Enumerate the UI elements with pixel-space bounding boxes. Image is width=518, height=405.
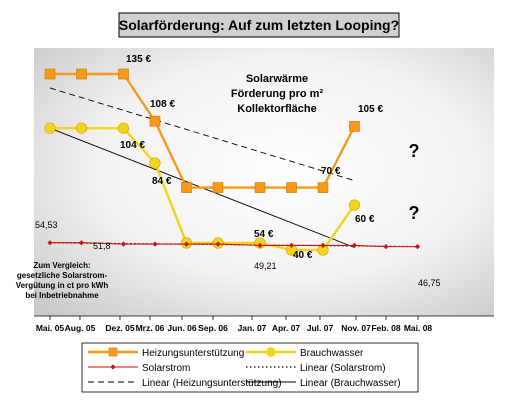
data-point-2-9	[351, 242, 358, 248]
data-point-0-8	[317, 182, 329, 193]
annotation-top-1: Förderung pro m²	[231, 88, 324, 100]
annotation-side-1: gesetzliche Solarstrom-	[17, 271, 108, 280]
annotation-top-0: Solarwärme	[246, 73, 308, 85]
data-point-1-0	[44, 122, 56, 134]
data-point-2-4	[183, 241, 190, 247]
data-label-3: 105 €	[358, 104, 383, 115]
legend-label-1: Brauchwasser	[300, 348, 364, 359]
data-point-2-8	[320, 242, 326, 248]
legend-label-4: Linear (Heizungsunterstützung)	[142, 378, 282, 389]
data-label-0: 135 €	[126, 54, 151, 65]
annotation-side-0: Zum Vergleich:	[33, 261, 90, 270]
data-point-1-3	[149, 157, 161, 169]
x-tick-label-7: Apr. 07	[272, 323, 301, 333]
data-label-11: 49,21	[254, 261, 277, 271]
x-tick-label-9: Nov. 07	[341, 323, 371, 333]
data-point-2-1	[78, 240, 85, 246]
data-point-0-5	[212, 182, 224, 193]
data-point-1-2	[117, 122, 130, 134]
data-label-8: 60 €	[355, 214, 375, 225]
x-tick-label-8: Jul. 07	[307, 323, 334, 333]
annotation-side-3: bei Inbetriebnahme	[25, 291, 99, 300]
data-point-2-5	[215, 241, 221, 247]
x-tick-label-2: Dez. 05	[105, 323, 135, 333]
x-tick-label-0: Mai. 05	[36, 323, 65, 333]
legend-swatch-0-marker	[108, 347, 118, 357]
plot-background	[34, 48, 494, 316]
x-tick-label-11: Mai. 08	[404, 323, 433, 333]
data-point-0-9	[349, 121, 360, 132]
data-label-10: 51,8	[93, 241, 111, 251]
legend-label-5: Linear (Brauchwasser)	[300, 378, 401, 389]
data-point-0-2	[118, 68, 129, 80]
trendline-0	[49, 87, 355, 182]
data-label-5: 84 €	[152, 176, 172, 187]
x-tick-label-10: Feb. 08	[371, 323, 401, 333]
x-tick-label-5: Sep. 06	[198, 323, 228, 333]
data-label-7: 40 €	[293, 250, 313, 261]
data-label-2: 70 €	[321, 166, 341, 177]
legend-swatch-2-marker	[110, 364, 116, 370]
data-point-2-2	[120, 241, 127, 247]
data-point-1-1	[75, 122, 88, 134]
data-point-2-0	[47, 240, 53, 246]
data-point-0-6	[254, 182, 266, 193]
data-label-6: 54 €	[254, 229, 274, 240]
legend-swatch-1-marker	[266, 347, 276, 357]
series-line-2	[50, 242, 418, 248]
question-mark-1: ?	[409, 203, 420, 223]
data-point-1-9	[348, 199, 361, 211]
x-tick-label-6: Jan. 07	[238, 323, 267, 333]
annotation-side-2: Vergütung in ct pro kWh	[16, 281, 109, 290]
legend-label-2: Solarstrom	[142, 363, 190, 374]
data-point-2-7	[288, 242, 295, 248]
data-point-0-1	[76, 68, 87, 80]
data-point-0-0	[44, 68, 56, 80]
x-tick-label-3: Mrz. 06	[136, 323, 165, 333]
legend-label-3: Linear (Solarstrom)	[300, 363, 386, 374]
data-point-0-4	[181, 182, 192, 193]
data-point-2-6	[257, 242, 263, 248]
series-line-0	[50, 72, 356, 189]
data-label-1: 108 €	[150, 99, 175, 110]
x-tick-label-4: Jun. 06	[167, 323, 197, 333]
x-tick-label-1: Aug. 05	[65, 323, 96, 333]
title-box	[118, 12, 400, 38]
legend-label-0: Heizungsunterstützung	[142, 348, 244, 359]
data-point-2-11	[414, 244, 421, 250]
data-point-0-7	[286, 182, 297, 193]
data-point-2-10	[383, 244, 389, 250]
series-line-1	[50, 126, 356, 252]
data-label-12: 46,75	[418, 278, 441, 288]
data-point-0-3	[149, 115, 161, 127]
data-label-4: 104 €	[120, 140, 145, 151]
data-point-2-3	[152, 241, 158, 247]
data-label-9: 54,53	[35, 220, 58, 230]
chart-title: Solarförderung: Auf zum letzten Looping?	[119, 17, 399, 33]
annotation-top-2: Kollektorfläche	[237, 103, 316, 115]
question-mark-0: ?	[409, 141, 420, 161]
